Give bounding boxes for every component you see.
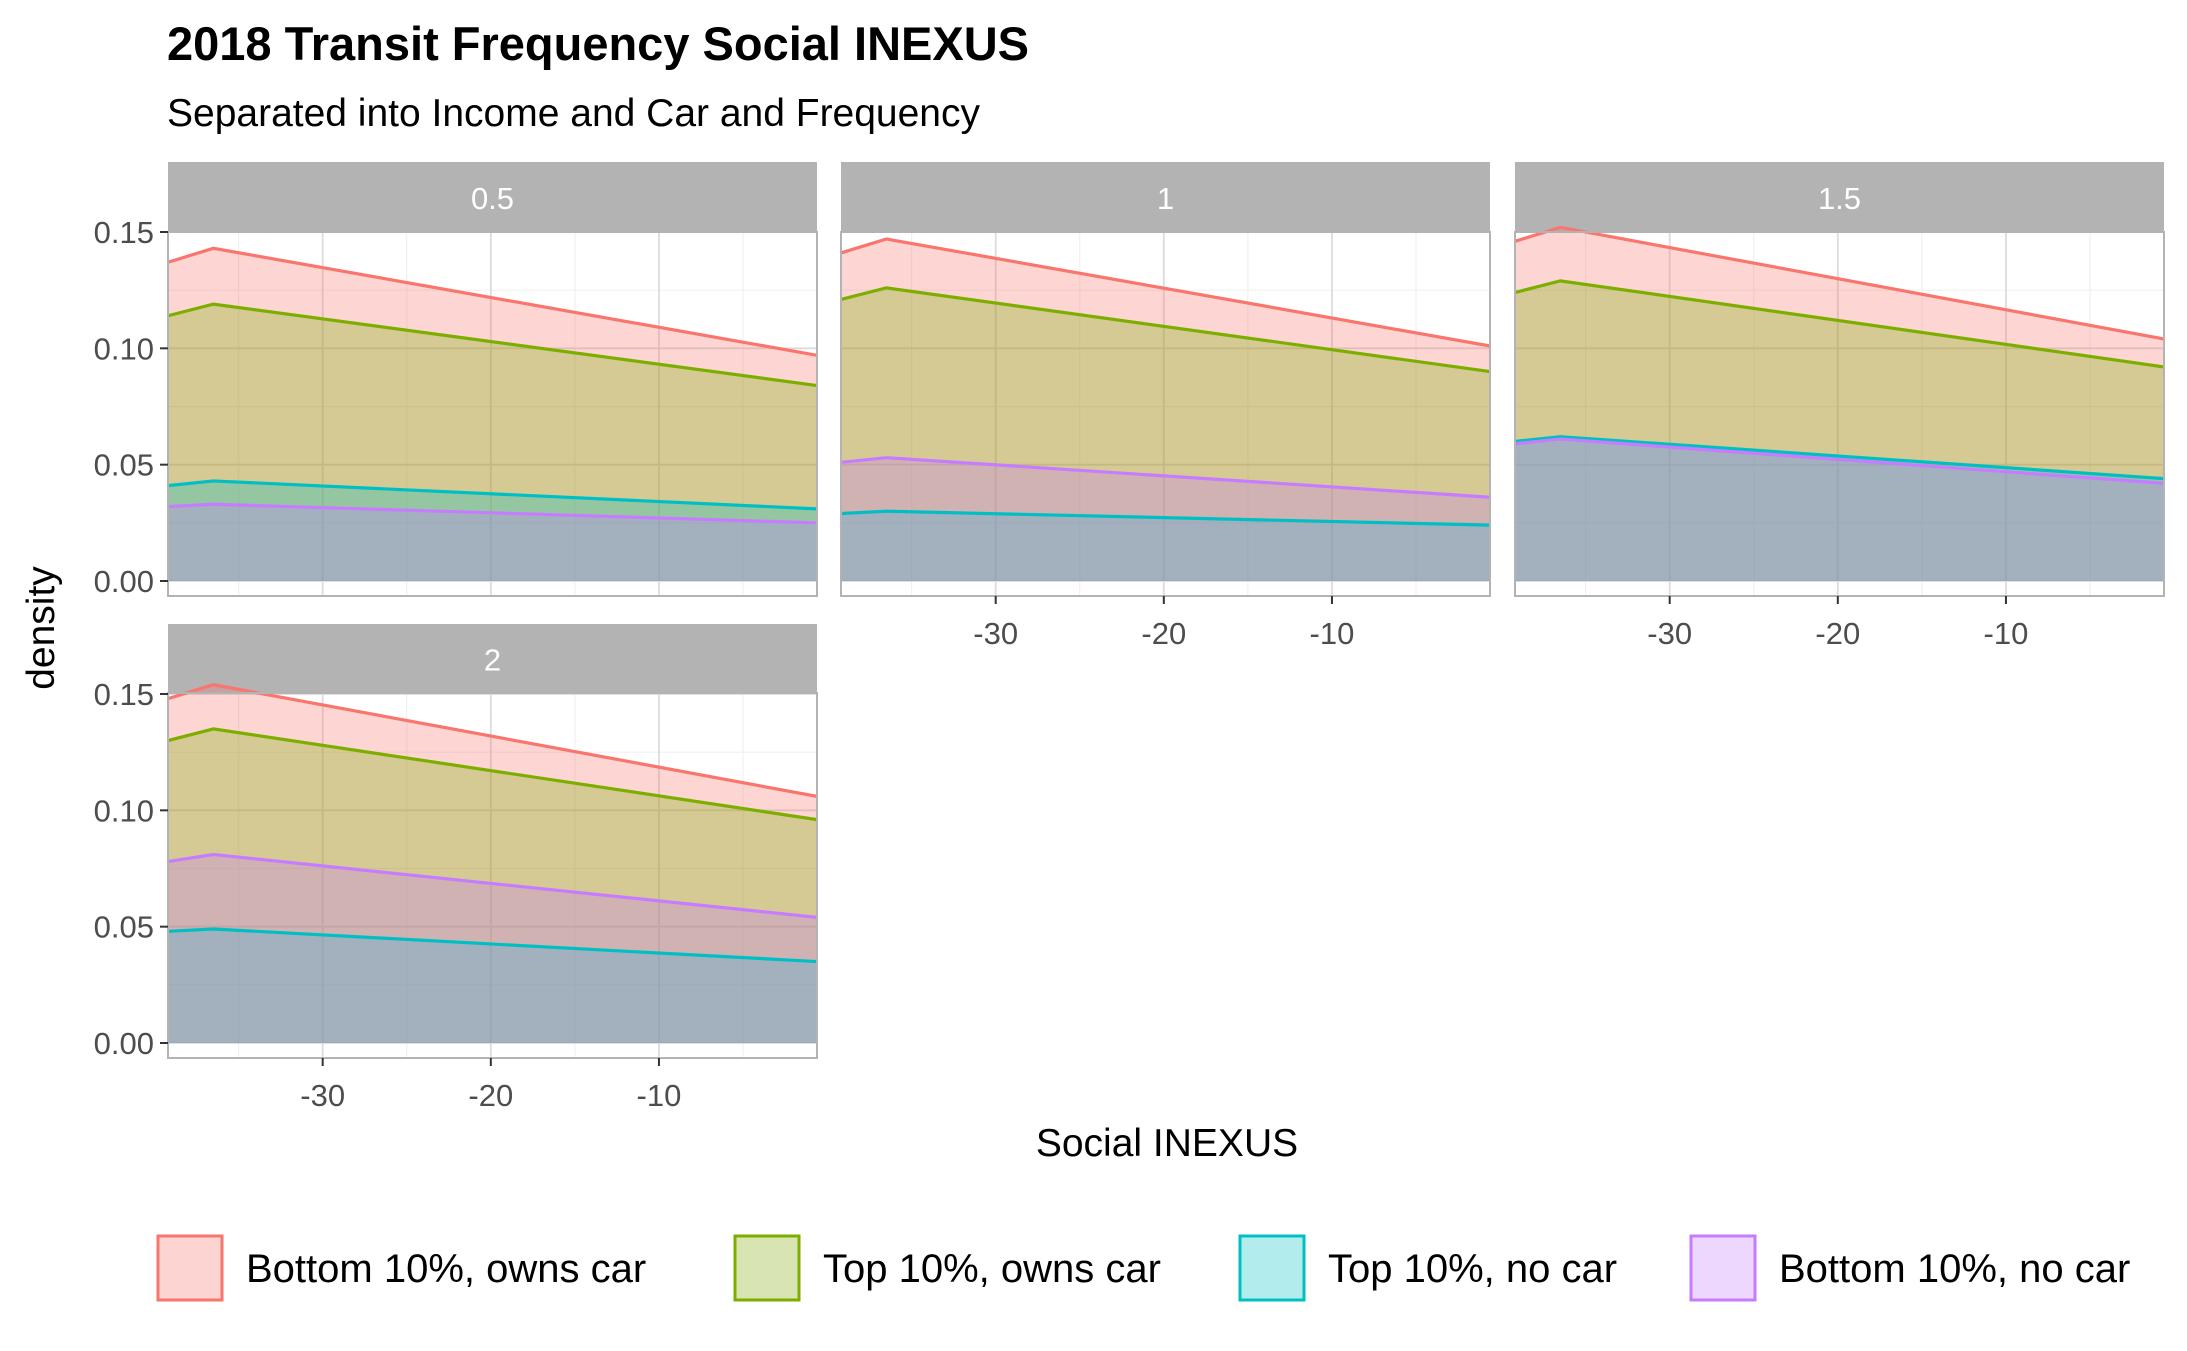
legend-item: Bottom 10%, no car xyxy=(1689,1234,2130,1302)
legend-label: Top 10%, no car xyxy=(1328,1247,1617,1291)
legend-item: Top 10%, owns car xyxy=(733,1234,1161,1302)
x-tick-label: -30 xyxy=(300,1078,345,1113)
density-area xyxy=(168,304,817,581)
facet-strip-label: 0.5 xyxy=(471,181,514,216)
density-area xyxy=(168,248,817,581)
panel-border xyxy=(167,231,818,597)
density-line xyxy=(1514,225,2165,341)
facet-strip-label: 1 xyxy=(1157,181,1174,216)
x-tick-label: -30 xyxy=(973,616,1018,651)
legend: Bottom 10%, owns car Top 10%, owns car Top… xyxy=(156,1234,2130,1302)
facet-panel: 1.5 -30 -20 -10 xyxy=(1514,162,2165,651)
x-tick-label: -10 xyxy=(1984,616,2029,651)
legend-item: Top 10%, no car xyxy=(1238,1234,1617,1302)
density-line xyxy=(1514,435,2165,481)
legend-label: Bottom 10%, owns car xyxy=(246,1247,646,1291)
y-tick-label: 0.00 xyxy=(94,1026,154,1061)
density-area xyxy=(168,480,817,581)
panel-border xyxy=(840,231,1491,597)
panel-background xyxy=(841,232,1490,596)
facet-panel: 1 -30 -20 -10 xyxy=(840,162,1491,651)
panel-background xyxy=(168,232,817,596)
density-line xyxy=(1514,279,2165,369)
y-tick-label: 0.05 xyxy=(94,910,154,945)
density-line xyxy=(1514,437,2165,485)
panel-background xyxy=(168,693,817,1058)
legend-key xyxy=(1689,1234,1757,1302)
density-area xyxy=(841,238,1490,582)
x-axis-title: Social INEXUS xyxy=(1036,1122,1298,1165)
density-area xyxy=(1515,227,2164,581)
panel-border xyxy=(1514,231,2165,597)
legend-key xyxy=(156,1234,224,1302)
y-tick-label: 0.00 xyxy=(94,564,154,599)
legend-key xyxy=(1238,1234,1306,1302)
density-line xyxy=(840,456,1491,499)
density-line xyxy=(840,286,1491,374)
y-tick-label: 0.10 xyxy=(94,793,154,828)
density-line xyxy=(840,509,1491,527)
x-tick-label: -20 xyxy=(1141,616,1186,651)
density-area xyxy=(841,457,1490,581)
facet-strip-label: 2 xyxy=(484,643,501,678)
legend-key xyxy=(733,1234,801,1302)
density-line xyxy=(167,852,818,919)
density-area xyxy=(1515,280,2164,581)
density-area xyxy=(168,928,817,1043)
density-line xyxy=(167,727,818,822)
x-tick-label: -10 xyxy=(1310,616,1355,651)
legend-label: Bottom 10%, no car xyxy=(1779,1247,2130,1291)
legend-item: Bottom 10%, owns car xyxy=(156,1234,646,1302)
x-tick-label: -20 xyxy=(468,1078,513,1113)
facet-strip xyxy=(1515,162,2164,232)
density-line xyxy=(167,246,818,357)
density-area xyxy=(841,287,1490,581)
chart-title: 2018 Transit Frequency Social INEXUS xyxy=(167,17,1029,70)
x-tick-label: -30 xyxy=(1647,616,1692,651)
density-line xyxy=(167,927,818,964)
x-tick-label: -10 xyxy=(637,1078,682,1113)
facet-strip-label: 1.5 xyxy=(1818,181,1861,216)
facet-panel: 2 0.00 0.05 0.10 0.15 -30 -20 -10 xyxy=(94,624,818,1113)
panel-background xyxy=(1515,232,2164,596)
facet-panel: 0.5 0.00 0.05 0.10 0.15 xyxy=(94,162,818,599)
x-tick-label: -20 xyxy=(1815,616,1860,651)
density-area xyxy=(168,504,817,581)
y-tick-label: 0.10 xyxy=(94,331,154,366)
facet-panels: 0.5 0.00 0.05 0.10 0.15 1 -30 -20 -10 1.5 -30 -20 -1… xyxy=(94,162,2165,1113)
panel-border xyxy=(167,692,818,1059)
density-area xyxy=(841,511,1490,581)
y-tick-label: 0.05 xyxy=(94,448,154,483)
facet-strip xyxy=(168,162,817,232)
y-axis-title: density xyxy=(20,566,63,690)
density-line xyxy=(167,479,818,511)
legend-label: Top 10%, owns car xyxy=(823,1247,1161,1291)
density-line xyxy=(167,502,818,525)
density-area xyxy=(168,728,817,1043)
facet-strip xyxy=(168,624,817,693)
facet-strip xyxy=(841,162,1490,232)
density-area xyxy=(1515,439,2164,581)
density-line xyxy=(840,237,1491,348)
y-tick-label: 0.15 xyxy=(94,215,154,250)
density-line xyxy=(167,302,818,388)
y-tick-label: 0.15 xyxy=(94,677,154,712)
chart-subtitle: Separated into Income and Car and Freque… xyxy=(167,92,981,135)
